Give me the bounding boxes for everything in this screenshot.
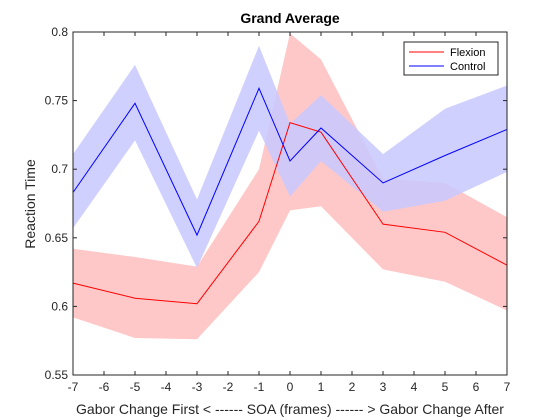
plot-area — [72, 33, 508, 340]
x-tick-label: 6 — [473, 380, 480, 394]
x-tick-label: -3 — [192, 380, 203, 394]
control-line — [72, 87, 508, 237]
x-tick-label: 7 — [504, 380, 511, 394]
x-tick-label: 2 — [349, 380, 356, 394]
x-axis-label: Gabor Change First < ------ SOA (frames)… — [76, 401, 504, 417]
y-tick-label: 0.6 — [51, 299, 68, 313]
legend: Flexion Control — [403, 41, 499, 76]
x-tick-label: 1 — [318, 380, 325, 394]
y-tick-label: 0.75 — [45, 94, 69, 108]
y-tick-label: 0.55 — [45, 368, 69, 382]
x-tick-label: -6 — [99, 380, 110, 394]
x-tick-label: -1 — [254, 380, 265, 394]
x-tick-label: 5 — [442, 380, 449, 394]
x-tick-label: -2 — [223, 380, 234, 394]
y-tick-label: 0.7 — [51, 162, 68, 176]
legend-label-control: Control — [450, 61, 485, 73]
x-tick-label: 4 — [411, 380, 418, 394]
control-error-band — [73, 45, 507, 269]
x-tick-label: -5 — [130, 380, 141, 394]
chart-title: Grand Average — [240, 10, 340, 26]
y-tick-label: 0.65 — [45, 231, 69, 245]
y-axis-label: Reaction Time — [22, 159, 38, 249]
x-tick-label: -4 — [161, 380, 172, 394]
legend-label-flexion: Flexion — [450, 47, 485, 59]
legend-box — [403, 41, 499, 76]
x-tick-label: 3 — [380, 380, 387, 394]
flexion-line — [72, 121, 508, 305]
y-tick-label: 0.8 — [51, 25, 68, 39]
x-tick-label: 0 — [287, 380, 294, 394]
x-tick-label: -7 — [68, 380, 79, 394]
axes: -7 -6 -5 -4 -3 -2 -1 0 1 2 3 4 5 6 7 0.55 0.6 0.65 0.7 0.75… — [45, 25, 511, 394]
